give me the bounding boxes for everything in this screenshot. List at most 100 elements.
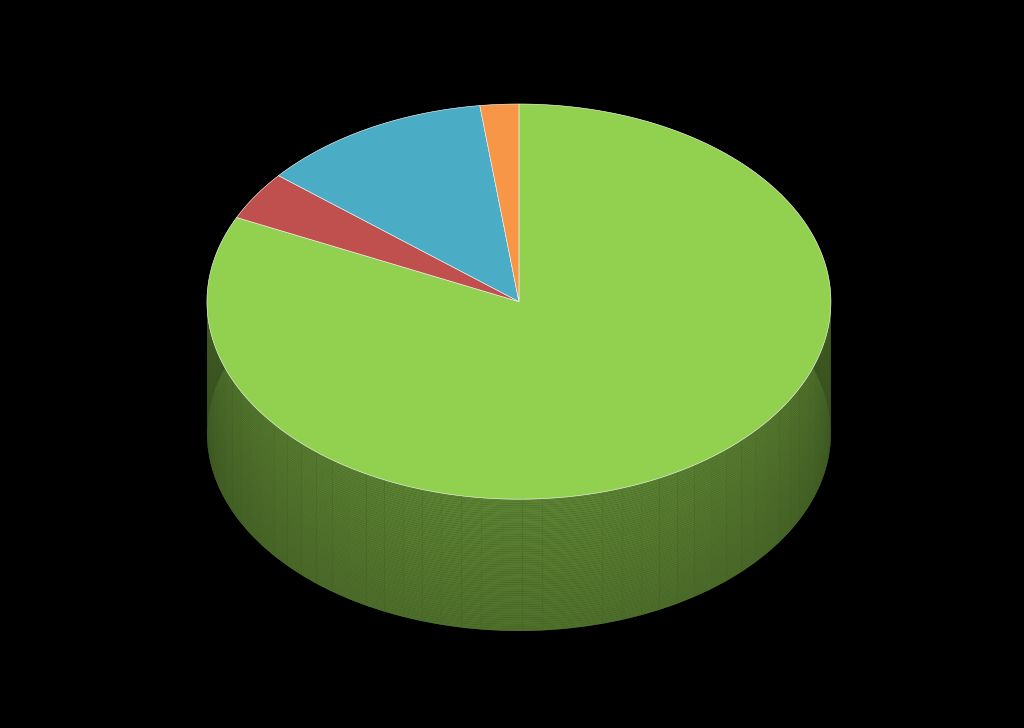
- Polygon shape: [603, 615, 623, 622]
- Polygon shape: [309, 213, 311, 217]
- Polygon shape: [375, 196, 378, 199]
- Polygon shape: [457, 143, 459, 146]
- Polygon shape: [219, 475, 225, 488]
- Polygon shape: [321, 159, 323, 162]
- Polygon shape: [451, 124, 454, 127]
- Polygon shape: [791, 451, 800, 465]
- Polygon shape: [709, 237, 724, 247]
- Polygon shape: [583, 521, 603, 526]
- Polygon shape: [228, 279, 237, 293]
- Polygon shape: [342, 258, 344, 262]
- Polygon shape: [328, 193, 330, 196]
- Polygon shape: [262, 519, 274, 531]
- Polygon shape: [396, 224, 399, 227]
- Polygon shape: [225, 390, 232, 404]
- Polygon shape: [295, 242, 297, 245]
- Polygon shape: [828, 381, 830, 397]
- Polygon shape: [330, 189, 333, 193]
- Polygon shape: [354, 245, 357, 248]
- Polygon shape: [580, 154, 599, 159]
- Polygon shape: [419, 154, 422, 156]
- Polygon shape: [800, 403, 808, 416]
- Polygon shape: [399, 158, 402, 161]
- Polygon shape: [225, 456, 232, 470]
- Polygon shape: [768, 529, 779, 542]
- Polygon shape: [755, 495, 768, 507]
- Polygon shape: [318, 191, 321, 194]
- Polygon shape: [316, 221, 318, 224]
- Polygon shape: [766, 256, 778, 268]
- Polygon shape: [711, 478, 727, 488]
- Polygon shape: [603, 515, 623, 521]
- Polygon shape: [330, 194, 333, 197]
- Polygon shape: [825, 350, 828, 365]
- Polygon shape: [807, 242, 814, 257]
- Polygon shape: [411, 138, 414, 141]
- Polygon shape: [422, 223, 425, 226]
- Polygon shape: [422, 579, 441, 585]
- Polygon shape: [411, 168, 414, 171]
- Polygon shape: [675, 196, 692, 205]
- Polygon shape: [279, 191, 281, 195]
- Polygon shape: [821, 381, 825, 395]
- Polygon shape: [603, 606, 623, 613]
- Polygon shape: [808, 458, 815, 472]
- Polygon shape: [403, 538, 422, 545]
- Polygon shape: [368, 139, 370, 142]
- Polygon shape: [333, 504, 349, 513]
- Polygon shape: [543, 603, 563, 606]
- Polygon shape: [711, 460, 727, 470]
- Polygon shape: [311, 236, 313, 240]
- Polygon shape: [396, 235, 399, 238]
- Polygon shape: [739, 207, 753, 219]
- Polygon shape: [340, 211, 342, 215]
- Polygon shape: [724, 229, 739, 240]
- Polygon shape: [821, 424, 825, 439]
- Polygon shape: [274, 525, 288, 537]
- Polygon shape: [368, 225, 370, 228]
- Polygon shape: [368, 181, 370, 183]
- Polygon shape: [388, 237, 391, 241]
- Polygon shape: [349, 143, 352, 146]
- Polygon shape: [471, 159, 474, 161]
- Polygon shape: [370, 184, 373, 187]
- Polygon shape: [326, 189, 328, 193]
- Polygon shape: [333, 179, 335, 183]
- Polygon shape: [422, 604, 441, 609]
- Polygon shape: [540, 232, 559, 235]
- Polygon shape: [462, 164, 465, 167]
- Polygon shape: [365, 138, 368, 141]
- Polygon shape: [333, 555, 349, 564]
- Polygon shape: [739, 247, 753, 258]
- Polygon shape: [370, 171, 373, 174]
- Polygon shape: [394, 240, 396, 243]
- Polygon shape: [399, 173, 402, 176]
- Polygon shape: [214, 379, 219, 393]
- Polygon shape: [482, 535, 502, 539]
- Polygon shape: [365, 223, 368, 226]
- Polygon shape: [216, 277, 222, 291]
- Polygon shape: [309, 261, 311, 265]
- Polygon shape: [399, 223, 402, 226]
- Polygon shape: [444, 111, 447, 114]
- Polygon shape: [678, 568, 694, 577]
- Polygon shape: [297, 207, 299, 211]
- Polygon shape: [318, 274, 321, 277]
- Polygon shape: [335, 235, 337, 239]
- Polygon shape: [433, 164, 436, 167]
- Polygon shape: [559, 165, 580, 169]
- Polygon shape: [543, 504, 563, 507]
- Polygon shape: [430, 145, 433, 147]
- Polygon shape: [425, 189, 427, 192]
- Polygon shape: [603, 523, 623, 529]
- Polygon shape: [396, 119, 399, 122]
- Polygon shape: [430, 210, 433, 213]
- Polygon shape: [454, 146, 457, 148]
- Polygon shape: [422, 155, 425, 158]
- Polygon shape: [399, 228, 402, 231]
- Polygon shape: [480, 104, 519, 301]
- Polygon shape: [305, 234, 307, 237]
- Polygon shape: [808, 456, 815, 470]
- Polygon shape: [741, 435, 755, 447]
- Polygon shape: [825, 416, 828, 431]
